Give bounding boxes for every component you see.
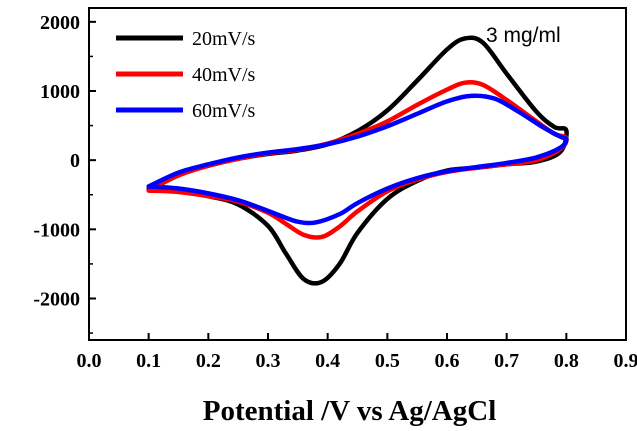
tick-layer: 0.0 0.1 0.2 0.3 0.4 0.5 0.6 0.7 0.8 0.9 2000 1000 0 -… [33,12,637,372]
legend-label: 20mV/s [192,28,256,50]
y-tick-label: 1000 [40,81,80,103]
x-tick-label: 0.2 [196,350,221,372]
y-tick-label: -2000 [33,289,80,311]
x-tick-label: 0.3 [256,350,281,372]
x-tick-label: 0.0 [77,350,102,372]
y-tick-label: -1000 [33,219,80,241]
x-tick-label: 0.8 [554,350,579,372]
concentration-annotation: 3 mg/ml [486,24,561,47]
x-tick-label: 0.9 [614,350,637,372]
legend: 20mV/s 40mV/s 60mV/s [116,28,256,122]
y-tick-label: 2000 [40,12,80,34]
x-axis-title: Potential /V vs Ag/AgCl [203,395,497,427]
x-tick-label: 0.4 [315,350,340,372]
x-tick-label: 0.6 [435,350,460,372]
x-tick-label: 0.7 [494,350,519,372]
curve-layer [146,35,569,286]
x-tick-label: 0.5 [375,350,400,372]
legend-label: 60mV/s [192,100,256,122]
y-tick-label: 0 [70,150,80,172]
cv-curve-3 [146,93,569,226]
x-tick-label: 0.1 [136,350,161,372]
legend-label: 40mV/s [192,64,256,86]
plot-frame [88,7,627,341]
series-3 [146,93,569,226]
